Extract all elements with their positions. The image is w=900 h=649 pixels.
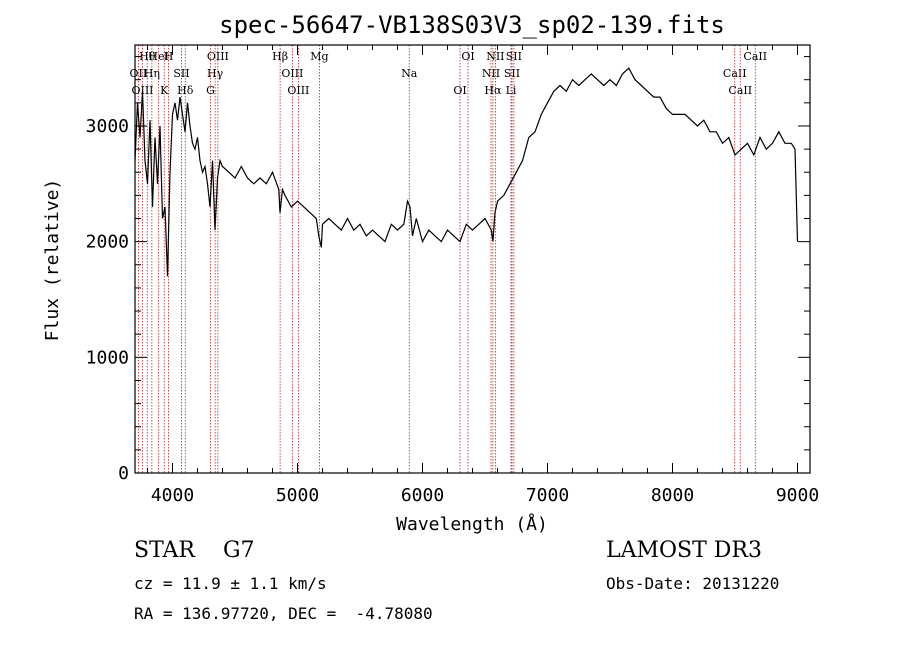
line-marker-label: Hβ (272, 50, 288, 63)
spectrum-line (134, 67, 799, 277)
line-marker-label: Hγ (207, 67, 224, 80)
y-tick-label: 3000 (86, 116, 129, 137)
line-marker-label: OI (453, 84, 466, 97)
line-marker-label: G (206, 84, 215, 97)
star-type: STAR G7 (134, 538, 255, 563)
survey-name: LAMOST DR3 (606, 538, 762, 563)
line-marker-label: Hδ (177, 84, 194, 97)
x-tick-label: 8000 (651, 485, 694, 506)
line-marker-label: NII (486, 50, 504, 63)
spectrum-series (134, 67, 799, 277)
line-marker-label: OIII (281, 67, 303, 80)
y-tick-label: 2000 (86, 232, 129, 253)
line-marker-label: Li (506, 84, 517, 97)
line-marker-label: CaII (728, 84, 752, 97)
line-marker-label: OIII (131, 84, 153, 97)
line-marker-label: Mg (310, 50, 328, 63)
line-marker-label: Hθ (139, 50, 156, 63)
line-marker-label: SII (173, 67, 189, 80)
line-marker-label: H (164, 50, 174, 63)
line-marker-label: OI (461, 50, 474, 63)
line-marker-label: Hα (484, 84, 502, 97)
line-marker-label: SII (506, 50, 522, 63)
plot-frame (134, 44, 811, 474)
x-axis: 4000 5000 6000 7000 8000 9000 (147, 45, 819, 506)
line-marker-label: Na (401, 67, 418, 80)
y-axis: 0 1000 2000 3000 (86, 56, 810, 484)
emission-line-markers: HθOIIOIIIHeIHηKHSIIHδOIIIHγGHβOIIIOIIIMg… (130, 45, 767, 473)
x-tick-label: 4000 (151, 485, 194, 506)
x-tick-label: 9000 (776, 485, 819, 506)
redshift-velocity: cz = 11.9 ± 1.1 km/s (134, 574, 327, 593)
line-marker-label: Hη (144, 67, 160, 80)
line-marker-label: NII (482, 67, 500, 80)
y-axis-label: Flux (relative) (42, 179, 63, 342)
y-tick-label: 0 (118, 463, 129, 484)
line-marker-label: OIII (207, 50, 229, 63)
y-tick-label: 1000 (86, 347, 129, 368)
x-axis-label: Wavelength (Å) (396, 513, 548, 535)
line-marker-label: CaII (743, 50, 767, 63)
line-marker-label: K (160, 84, 169, 97)
line-marker-label: CaII (723, 67, 747, 80)
chart-title: spec-56647-VB138S03V3_sp02-139.fits (219, 11, 725, 39)
line-marker-label: SII (504, 67, 520, 80)
observation-date: Obs-Date: 20131220 (606, 574, 780, 593)
ra-dec: RA = 136.97720, DEC = -4.78080 (134, 604, 433, 623)
line-marker-label: OIII (287, 84, 309, 97)
x-tick-label: 6000 (401, 485, 444, 506)
x-tick-label: 7000 (526, 485, 569, 506)
x-tick-label: 5000 (276, 485, 319, 506)
line-marker-label: HeI (148, 50, 168, 63)
